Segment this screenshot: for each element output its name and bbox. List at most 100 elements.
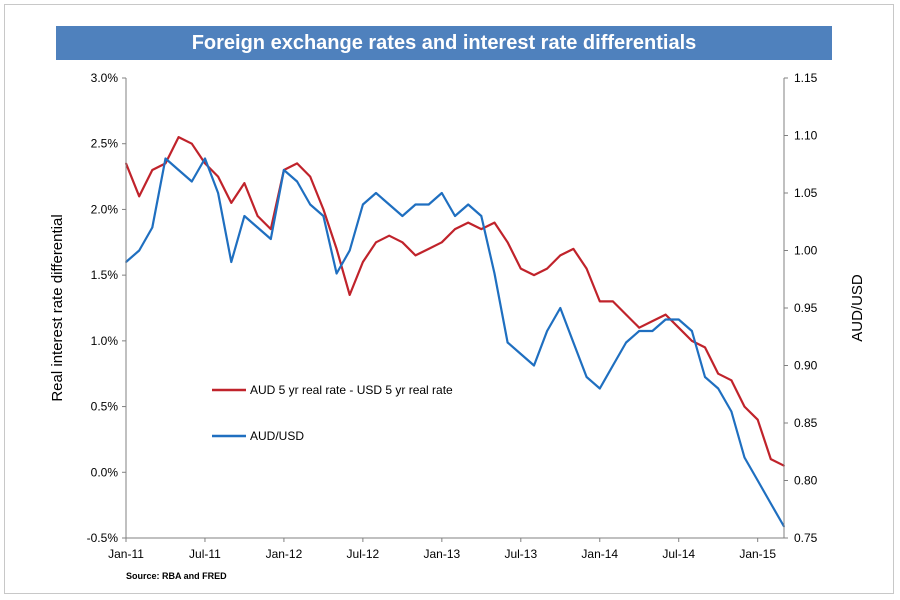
data-point-differential bbox=[296, 162, 298, 165]
data-point-audusd bbox=[572, 341, 575, 344]
data-point-differential bbox=[533, 274, 535, 276]
data-point-audusd bbox=[519, 353, 522, 355]
data-point-differential bbox=[625, 313, 627, 316]
data-point-differential bbox=[638, 326, 641, 329]
data-point-audusd bbox=[717, 387, 720, 390]
data-point-audusd bbox=[388, 203, 391, 206]
x-tick-label: Jan-14 bbox=[581, 547, 618, 561]
data-point-audusd bbox=[375, 192, 377, 194]
y-right-tick-label: 0.95 bbox=[794, 301, 818, 315]
data-point-differential bbox=[177, 136, 180, 139]
data-point-differential bbox=[559, 254, 562, 257]
data-point-audusd bbox=[664, 318, 667, 321]
data-point-differential bbox=[335, 248, 338, 250]
data-point-audusd bbox=[362, 203, 364, 206]
data-point-audusd bbox=[322, 215, 325, 217]
data-point-audusd bbox=[230, 261, 233, 263]
data-point-differential bbox=[756, 418, 759, 421]
series-line-audusd bbox=[125, 157, 785, 528]
data-point-differential bbox=[322, 208, 325, 211]
data-point-differential bbox=[519, 267, 522, 270]
data-point-differential bbox=[664, 313, 667, 316]
data-point-audusd bbox=[493, 272, 496, 275]
y-left-tick-label: 2.5% bbox=[91, 137, 119, 151]
y-left-tick-label: 2.0% bbox=[91, 202, 119, 216]
data-point-audusd bbox=[151, 226, 154, 229]
data-point-differential bbox=[190, 142, 193, 145]
legend-label-differential: AUD 5 yr real rate - USD 5 yr real rate bbox=[250, 383, 453, 397]
data-point-differential bbox=[427, 248, 430, 250]
data-point-differential bbox=[480, 228, 483, 231]
data-point-audusd bbox=[467, 203, 470, 206]
data-point-differential bbox=[572, 248, 575, 250]
x-tick-label: Jan-13 bbox=[423, 547, 460, 561]
x-tick-label: Jul-14 bbox=[662, 547, 695, 561]
data-point-differential bbox=[256, 215, 259, 217]
data-point-audusd bbox=[427, 203, 430, 206]
series-line-differential bbox=[124, 136, 785, 467]
data-point-audusd bbox=[335, 272, 338, 275]
y-left-axis-label: Real interest rate differential bbox=[49, 214, 66, 401]
data-point-audusd bbox=[177, 169, 180, 171]
data-point-audusd bbox=[730, 410, 733, 413]
data-point-audusd bbox=[625, 341, 627, 344]
y-left-tick-label: 0.0% bbox=[91, 465, 119, 479]
chart-title: Foreign exchange rates and interest rate… bbox=[56, 26, 832, 60]
y-left-tick-label: 1.0% bbox=[91, 334, 119, 348]
data-point-audusd bbox=[414, 203, 417, 206]
data-point-differential bbox=[651, 320, 654, 322]
data-point-audusd bbox=[296, 180, 298, 183]
source-note: Source: RBA and FRED bbox=[126, 571, 227, 581]
data-point-audusd bbox=[204, 157, 206, 160]
data-point-audusd bbox=[743, 456, 746, 459]
x-tick-label: Jul-11 bbox=[189, 547, 221, 561]
data-point-audusd bbox=[585, 376, 588, 378]
x-tick-label: Jul-12 bbox=[347, 547, 380, 561]
y-right-axis-label: AUD/USD bbox=[849, 274, 866, 342]
data-point-audusd bbox=[506, 341, 509, 344]
data-point-differential bbox=[612, 300, 614, 303]
data-point-audusd bbox=[546, 330, 548, 332]
y-left-tick-label: 0.5% bbox=[91, 400, 119, 414]
data-point-audusd bbox=[704, 376, 706, 378]
data-point-differential bbox=[151, 169, 154, 171]
data-point-differential bbox=[388, 234, 391, 237]
data-point-audusd bbox=[138, 249, 141, 252]
y-right-tick-label: 0.80 bbox=[794, 474, 818, 488]
legend: AUD 5 yr real rate - USD 5 yr real rate … bbox=[212, 383, 453, 443]
data-point-audusd bbox=[638, 330, 641, 332]
data-point-differential bbox=[230, 202, 233, 204]
data-point-audusd bbox=[348, 249, 351, 252]
data-point-audusd bbox=[243, 215, 246, 217]
x-tick-label: Jan-12 bbox=[266, 547, 303, 561]
y-right-tick-label: 0.75 bbox=[794, 531, 818, 545]
x-tick-label: Jul-13 bbox=[504, 547, 537, 561]
data-point-audusd bbox=[454, 215, 456, 217]
data-point-differential bbox=[743, 405, 746, 408]
data-point-audusd bbox=[164, 157, 167, 160]
data-point-differential bbox=[454, 228, 456, 231]
data-point-differential bbox=[467, 221, 470, 224]
data-point-audusd bbox=[256, 226, 259, 229]
data-point-audusd bbox=[533, 364, 535, 367]
data-point-audusd bbox=[217, 192, 220, 194]
data-point-differential bbox=[309, 175, 312, 178]
y-right-tick-label: 1.15 bbox=[794, 71, 818, 85]
data-point-differential bbox=[769, 458, 772, 460]
data-point-audusd bbox=[401, 215, 404, 217]
data-point-audusd bbox=[283, 169, 285, 171]
x-tick-label: Jan-15 bbox=[739, 547, 776, 561]
data-point-differential bbox=[375, 241, 377, 244]
data-point-differential bbox=[414, 254, 417, 257]
data-point-differential bbox=[506, 241, 509, 244]
data-point-audusd bbox=[651, 330, 654, 332]
y-right-tick-label: 0.90 bbox=[794, 359, 818, 373]
data-point-differential bbox=[717, 372, 720, 375]
data-point-differential bbox=[348, 294, 351, 296]
data-point-audusd bbox=[309, 203, 312, 206]
y-left-tick-label: -0.5% bbox=[87, 531, 119, 545]
data-point-audusd bbox=[691, 330, 693, 332]
data-point-differential bbox=[243, 182, 246, 185]
data-point-audusd bbox=[440, 192, 443, 194]
